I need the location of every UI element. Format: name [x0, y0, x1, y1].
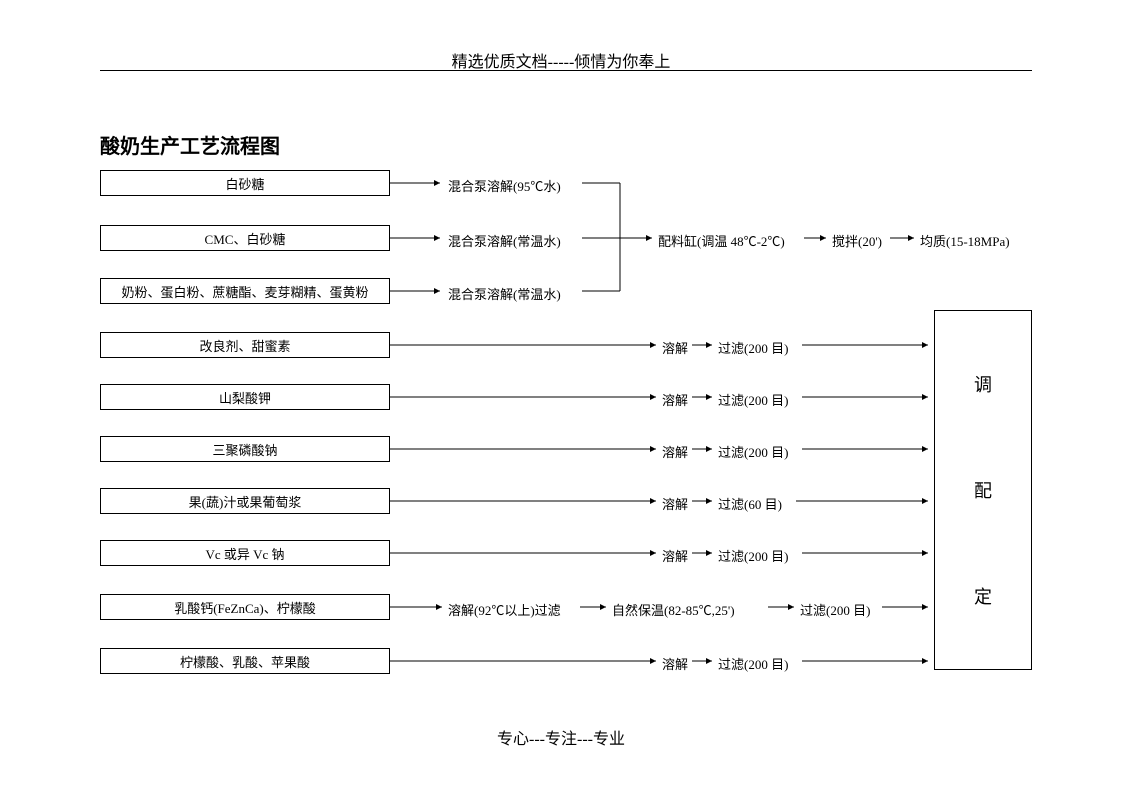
- row8-step2: 自然保温(82-85℃,25'): [612, 600, 735, 619]
- ingredient-box-0: 白砂糖: [100, 170, 390, 196]
- row5-dissolve: 溶解: [662, 442, 688, 461]
- row3-filter: 过滤(200 目): [718, 338, 788, 357]
- ingredient-label: CMC、白砂糖: [205, 229, 286, 248]
- adjust-char-0: 调: [974, 371, 992, 397]
- adjust-box: 调 配 定: [934, 310, 1032, 670]
- row8-step3: 过滤(200 目): [800, 600, 870, 619]
- ingredient-label: 改良剂、甜蜜素: [199, 336, 290, 355]
- row7-filter: 过滤(200 目): [718, 546, 788, 565]
- dissolve-step-0: 混合泵溶解(95℃水): [448, 176, 561, 195]
- row6-filter: 过滤(60 目): [718, 494, 782, 513]
- row4-filter: 过滤(200 目): [718, 390, 788, 409]
- row4-dissolve: 溶解: [662, 390, 688, 409]
- row3-dissolve: 溶解: [662, 338, 688, 357]
- adjust-char-2: 定: [974, 583, 992, 609]
- dissolve-step-1: 混合泵溶解(常温水): [448, 231, 561, 250]
- page: 精选优质文档-----倾情为你奉上 酸奶生产工艺流程图 白砂糖 CMC、白砂糖 …: [0, 0, 1122, 793]
- ingredient-label: 柠檬酸、乳酸、苹果酸: [180, 652, 310, 671]
- header-rule: [100, 70, 1032, 71]
- ingredient-box-5: 三聚磷酸钠: [100, 436, 390, 462]
- row9-filter: 过滤(200 目): [718, 654, 788, 673]
- ingredient-label: 奶粉、蛋白粉、蔗糖酯、麦芽糊精、蛋黄粉: [121, 282, 368, 301]
- dissolve-step-2: 混合泵溶解(常温水): [448, 284, 561, 303]
- ingredient-box-3: 改良剂、甜蜜素: [100, 332, 390, 358]
- ingredient-box-9: 柠檬酸、乳酸、苹果酸: [100, 648, 390, 674]
- row5-filter: 过滤(200 目): [718, 442, 788, 461]
- chain-step-1: 搅拌(20'): [832, 231, 882, 250]
- ingredient-box-4: 山梨酸钾: [100, 384, 390, 410]
- row6-dissolve: 溶解: [662, 494, 688, 513]
- ingredient-label: 果(蔬)汁或果葡萄浆: [189, 492, 302, 511]
- ingredient-box-1: CMC、白砂糖: [100, 225, 390, 251]
- ingredient-box-8: 乳酸钙(FeZnCa)、柠檬酸: [100, 594, 390, 620]
- ingredient-label: 乳酸钙(FeZnCa)、柠檬酸: [174, 598, 316, 617]
- ingredient-label: 白砂糖: [225, 174, 264, 193]
- page-title: 酸奶生产工艺流程图: [100, 130, 280, 159]
- page-header: 精选优质文档-----倾情为你奉上: [0, 48, 1122, 72]
- adjust-char-1: 配: [974, 477, 992, 503]
- row7-dissolve: 溶解: [662, 546, 688, 565]
- ingredient-box-7: Vc 或异 Vc 钠: [100, 540, 390, 566]
- chain-step-0: 配料缸(调温 48℃-2℃): [658, 231, 785, 250]
- row8-step1: 溶解(92℃以上)过滤: [448, 600, 561, 619]
- ingredient-label: 山梨酸钾: [219, 388, 271, 407]
- page-footer: 专心---专注---专业: [0, 725, 1122, 749]
- ingredient-box-2: 奶粉、蛋白粉、蔗糖酯、麦芽糊精、蛋黄粉: [100, 278, 390, 304]
- ingredient-label: 三聚磷酸钠: [212, 440, 277, 459]
- ingredient-box-6: 果(蔬)汁或果葡萄浆: [100, 488, 390, 514]
- row9-dissolve: 溶解: [662, 654, 688, 673]
- ingredient-label: Vc 或异 Vc 钠: [205, 544, 284, 563]
- chain-step-2: 均质(15-18MPa): [920, 231, 1010, 250]
